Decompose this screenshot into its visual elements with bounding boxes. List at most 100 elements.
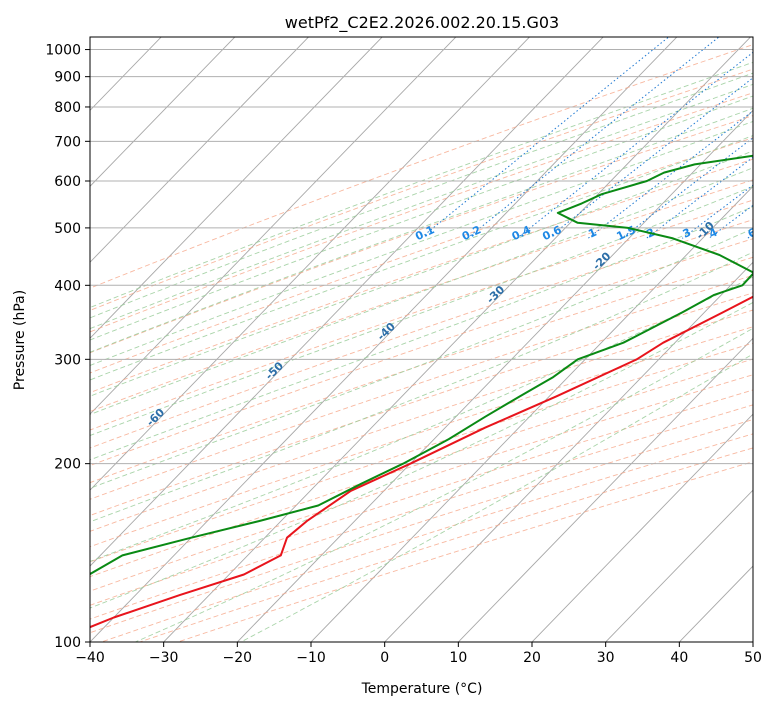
isotherm-line [163, 37, 752, 642]
mixing-ratio-line [681, 184, 753, 239]
dry-adiabat-line [90, 358, 753, 578]
x-tick-label: 50 [744, 650, 762, 666]
mixing-ratio-line [466, 37, 720, 239]
y-tick-label: 200 [54, 457, 81, 473]
dry-adiabat-line [90, 274, 753, 500]
moist-adiabat-line [90, 95, 753, 341]
moist-adiabat-line [90, 228, 753, 489]
mixing-ratio-line [420, 37, 670, 239]
dry-adiabat-line [90, 137, 753, 374]
temperature-profile-line [90, 295, 753, 629]
dry-adiabat-line [90, 256, 753, 484]
moist-adiabat-line [90, 167, 753, 415]
x-tick-label: −30 [149, 650, 179, 666]
y-axis: 1000 900 800 700 600 500 400 300 200 100 [45, 43, 90, 651]
mixing-ratio-line [547, 77, 753, 239]
dry-adiabat-line [90, 404, 753, 620]
dry-adiabat-line [90, 219, 753, 449]
profile-series [90, 154, 753, 629]
isotherm-label: -70 [19, 458, 43, 481]
mixing-ratio-label: 0.6 [540, 223, 563, 243]
isotherm-line [90, 37, 678, 642]
x-tick-label: −10 [296, 650, 326, 666]
isotherm-line [531, 413, 753, 642]
dry-adiabat-line [90, 44, 753, 289]
mixing-ratio-label: 6 [746, 226, 759, 241]
isotherm-line [384, 261, 753, 642]
y-tick-label: 800 [54, 100, 81, 116]
mixing-ratio-labels: 0.10.20.40.611.52346810131620253036 [413, 223, 759, 243]
y-tick-label: 500 [54, 221, 81, 237]
plot-area: -100-90-80-70-60-50-40-30-20-10010203040… [19, 37, 759, 642]
isotherm-label: -30 [484, 283, 508, 306]
moist-adiabat-line [90, 107, 753, 353]
isotherm-line [236, 109, 753, 642]
dry-adiabat-line [90, 179, 753, 413]
mixing-ratio-lines [420, 37, 753, 239]
dry-adiabat-line [90, 342, 753, 563]
moist-adiabat-line [90, 120, 753, 366]
dry-adiabat-line [90, 238, 753, 467]
isotherm-label: -50 [263, 359, 287, 382]
dry-adiabat-line [90, 199, 753, 431]
x-tick-label: 30 [597, 650, 615, 666]
x-tick-label: 0 [380, 650, 389, 666]
pressure-gridlines [90, 49, 753, 642]
y-tick-label: 700 [54, 134, 81, 150]
dry-adiabat-line [90, 326, 753, 548]
dry-adiabat-line [90, 419, 753, 634]
isotherm-line [90, 37, 531, 491]
mixing-ratio-line [645, 156, 753, 239]
mixing-ratio-line [516, 51, 753, 239]
x-tick-label: 20 [523, 650, 541, 666]
plot-frame [89, 36, 754, 643]
isotherm-line [310, 185, 753, 642]
moist-adiabat-line [240, 353, 753, 642]
isotherm-line [90, 37, 310, 263]
dry-adiabat-line [90, 158, 753, 394]
isotherm-line [90, 37, 457, 415]
dry-adiabat-line [90, 68, 753, 311]
mixing-ratio-line [708, 204, 753, 239]
x-tick-label: 10 [449, 650, 467, 666]
isotherm-label: -20 [590, 249, 614, 272]
moist-adiabat-line [90, 251, 753, 523]
mixing-ratio-line [587, 110, 753, 239]
dry-adiabat-line [90, 309, 753, 532]
moist-adiabat-line [90, 276, 753, 562]
y-tick-label: 900 [54, 70, 81, 86]
x-tick-label: 40 [670, 650, 688, 666]
y-tick-label: 100 [54, 635, 81, 651]
isotherm-line [457, 337, 753, 642]
moist-adiabat-line [90, 72, 753, 319]
isotherm-line [90, 37, 236, 187]
chart-title: wetPf2_C2E2.2026.002.20.15.G03 [285, 13, 559, 33]
y-tick-label: 300 [54, 352, 81, 368]
dewpoint-profile-line [90, 154, 753, 576]
isotherm-line [605, 489, 753, 642]
moist-adiabat-line [90, 61, 753, 309]
x-tick-label: −40 [75, 650, 105, 666]
mixing-ratio-label: 0.4 [510, 223, 533, 243]
x-tick-label: −20 [223, 650, 253, 666]
y-axis-title: Pressure (hPa) [12, 290, 28, 390]
y-tick-label: 1000 [45, 43, 81, 59]
y-tick-label: 600 [54, 174, 81, 190]
dry-adiabat-line [90, 92, 753, 333]
moist-adiabat-line [90, 150, 753, 397]
dry-adiabat-line [90, 374, 753, 592]
isotherm-lines [90, 37, 753, 642]
isotherm-line [90, 37, 383, 339]
isotherm-line [90, 37, 604, 567]
dry-adiabat-lines [90, 44, 753, 642]
dry-adiabat-line [90, 389, 753, 606]
mixing-ratio-label: 0.1 [413, 223, 436, 243]
isotherm-line [678, 565, 753, 642]
moist-adiabat-line [90, 185, 753, 437]
y-tick-label: 400 [54, 278, 81, 294]
x-axis: −40 −30 −20 −10 0 10 20 30 40 50 [75, 642, 762, 666]
isotherm-label: -40 [375, 320, 399, 343]
x-axis-title: Temperature (°C) [361, 681, 483, 697]
